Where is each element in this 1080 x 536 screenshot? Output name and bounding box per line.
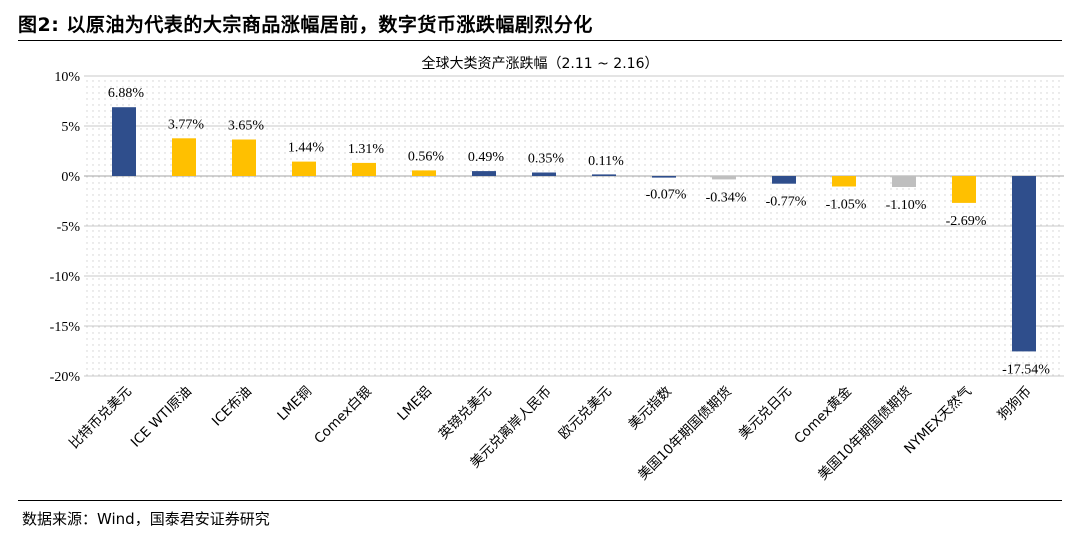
figure-title: 图2: 以原油为代表的大宗商品涨幅居前，数字货币涨跌幅剧烈分化	[18, 14, 593, 36]
bar	[532, 172, 556, 176]
bar	[112, 107, 136, 176]
x-tick-label: 美元指数	[625, 383, 675, 433]
data-label: 0.49%	[468, 150, 505, 165]
x-tick-label: 英镑兑美元	[435, 383, 495, 443]
y-tick-label: -15%	[50, 320, 81, 335]
x-tick-label: 比特币兑美元	[66, 384, 135, 453]
bar	[952, 176, 976, 203]
data-label: 3.65%	[228, 119, 265, 134]
x-tick-label: ICE WTI原油	[128, 384, 195, 451]
data-label: 0.35%	[528, 152, 565, 167]
data-label: 0.56%	[408, 149, 445, 164]
bar-chart: 10% 5% 0% -5% -10% -15% -20% 6.88% 3.77% 3.65% 1.…	[50, 55, 1064, 484]
y-tick-label: -20%	[50, 370, 81, 385]
gridlines	[84, 75, 1064, 377]
chart-title: 全球大类资产涨跌幅（2.11 ~ 2.16）	[422, 55, 659, 72]
x-tick-label: 狗狗币	[995, 384, 1035, 424]
x-tick-label: 美元兑日元	[736, 384, 795, 443]
bars	[112, 107, 1036, 352]
data-label: -1.05%	[826, 198, 867, 213]
x-tick-label: 欧元兑美元	[556, 384, 615, 443]
x-tick-label: ICE布油	[209, 384, 255, 430]
bar	[712, 176, 736, 180]
data-label: 1.44%	[288, 141, 325, 156]
x-tick-label: LME铝	[394, 384, 434, 424]
bar	[652, 176, 676, 178]
bar	[892, 176, 916, 187]
bar	[1012, 176, 1036, 352]
bar	[232, 139, 256, 176]
data-label: -17.54%	[1002, 362, 1050, 377]
data-label: -0.34%	[706, 190, 747, 205]
title-rule	[18, 40, 1062, 41]
bar	[592, 174, 616, 176]
y-tick-label: 0%	[61, 170, 80, 185]
x-tick-label: Comex白银	[311, 383, 375, 447]
data-label: -1.10%	[886, 198, 927, 213]
bar	[472, 171, 496, 176]
y-tick-label: -10%	[50, 270, 81, 285]
bar	[292, 161, 316, 176]
data-label: 6.88%	[108, 86, 145, 101]
source-rule	[18, 500, 1062, 501]
data-label: 3.77%	[168, 117, 205, 132]
y-tick-label: -5%	[57, 220, 81, 235]
data-label: -0.07%	[646, 188, 687, 203]
data-source: 数据来源：Wind，国泰君安证券研究	[22, 510, 270, 528]
data-label: -0.77%	[766, 195, 807, 210]
data-labels: 6.88% 3.77% 3.65% 1.44% 1.31% 0.56% 0.49% 0.35%…	[108, 86, 1050, 377]
bar	[412, 170, 436, 176]
x-tick-label: LME铜	[274, 384, 314, 424]
data-label: -2.69%	[946, 214, 987, 229]
data-label: 1.31%	[348, 142, 385, 157]
bar	[832, 176, 856, 187]
y-tick-label: 10%	[54, 70, 80, 85]
bar	[772, 176, 796, 184]
bar	[352, 162, 376, 176]
x-tick-label: Comex黄金	[791, 383, 855, 447]
y-axis: 10% 5% 0% -5% -10% -15% -20%	[50, 70, 81, 385]
bar	[172, 138, 196, 176]
data-label: 0.11%	[588, 154, 624, 169]
y-tick-label: 5%	[61, 120, 80, 135]
